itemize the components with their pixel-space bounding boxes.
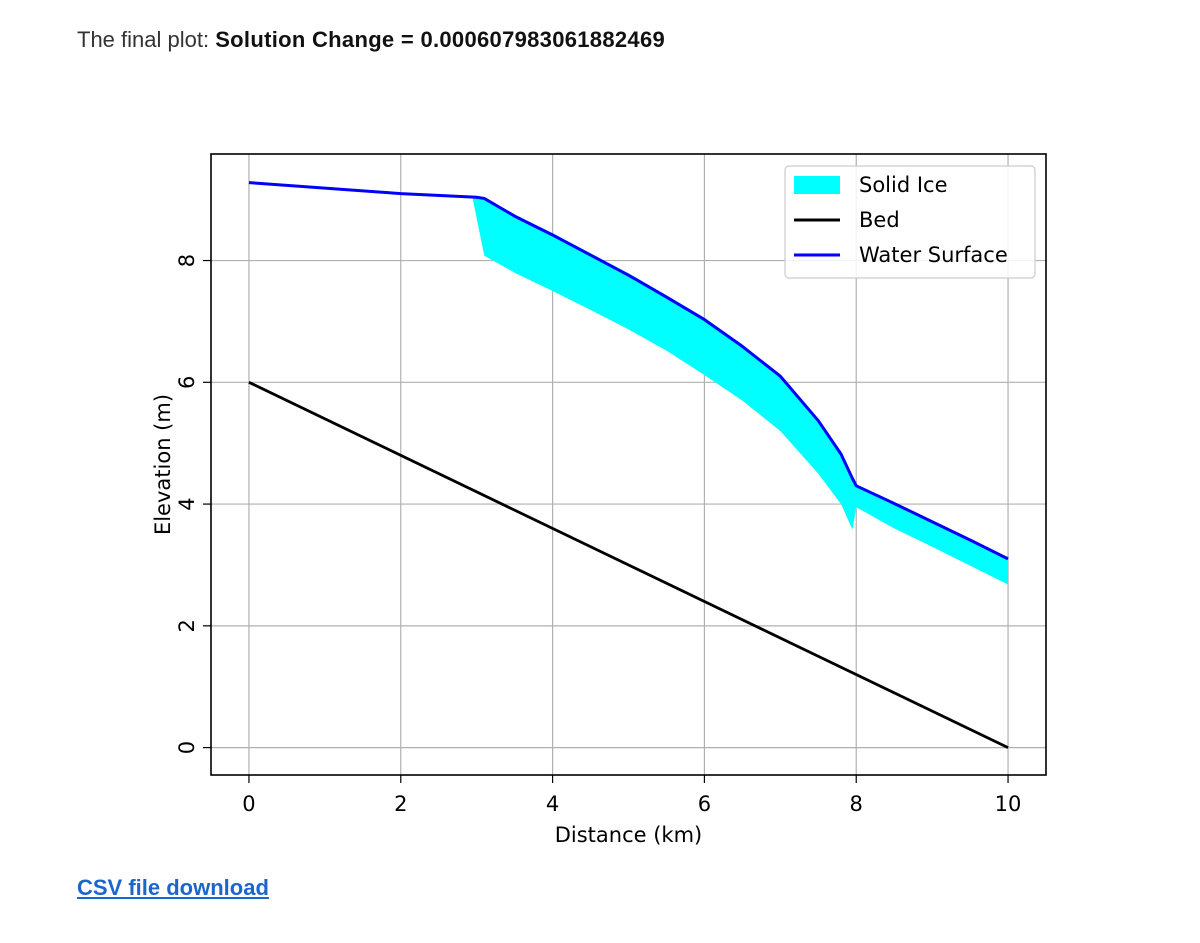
series-solid-ice-area bbox=[472, 197, 1009, 585]
plot-frame bbox=[210, 153, 1047, 776]
solution-change-value: Solution Change = 0.000607983061882469 bbox=[215, 27, 666, 52]
series-bed-line bbox=[248, 381, 1009, 749]
legend-swatch-solid-ice bbox=[794, 176, 840, 194]
legend-label-water-surface: Water Surface bbox=[859, 243, 1008, 267]
y-tick-label: 2 bbox=[175, 619, 199, 632]
y-axis-ticks: 0 2 4 6 8 bbox=[175, 254, 211, 754]
y-axis-label: Elevation (m) bbox=[151, 394, 175, 535]
legend-label-solid-ice: Solid Ice bbox=[859, 173, 948, 197]
y-tick-label: 6 bbox=[175, 376, 199, 389]
y-tick-label: 0 bbox=[175, 741, 199, 754]
x-tick-label: 6 bbox=[698, 792, 711, 816]
legend: Solid Ice Bed Water Surface bbox=[784, 165, 1036, 279]
x-axis-label: Distance (km) bbox=[555, 823, 703, 847]
y-tick-label: 4 bbox=[175, 497, 199, 510]
x-axis-ticks: 0 2 4 6 8 10 bbox=[242, 775, 1021, 816]
y-tick-label: 8 bbox=[175, 254, 199, 267]
legend-label-bed: Bed bbox=[859, 208, 900, 232]
header-label: The final plot: bbox=[77, 27, 210, 52]
page-header: The final plot: Solution Change = 0.0006… bbox=[77, 26, 665, 54]
x-tick-label: 0 bbox=[242, 792, 255, 816]
x-tick-label: 10 bbox=[995, 792, 1022, 816]
plot-area bbox=[248, 181, 1009, 749]
legend-box bbox=[784, 165, 1036, 279]
x-tick-label: 8 bbox=[850, 792, 863, 816]
x-tick-label: 2 bbox=[394, 792, 407, 816]
csv-download-link[interactable]: CSV file download bbox=[77, 875, 269, 900]
x-tick-label: 4 bbox=[546, 792, 559, 816]
series-water-surface-line bbox=[248, 181, 1009, 561]
